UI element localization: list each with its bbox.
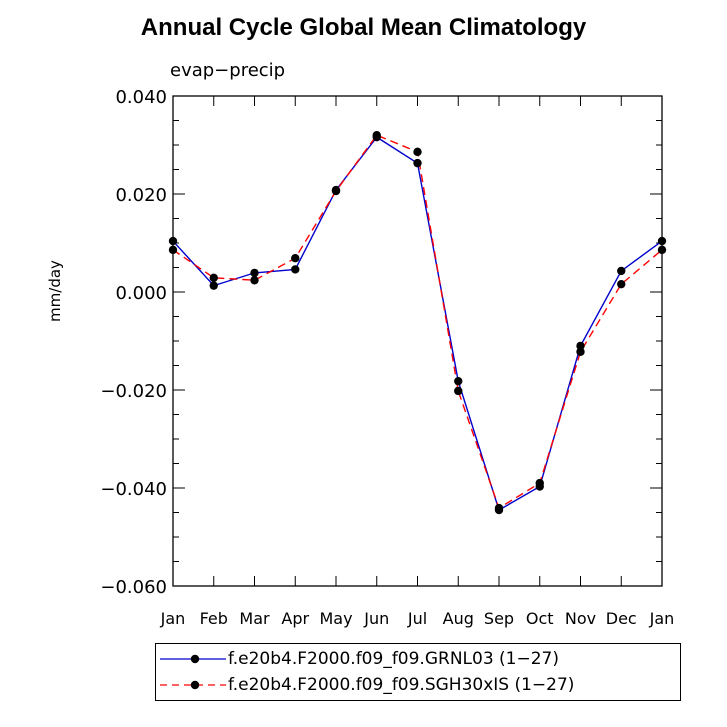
- x-tick-label: Sep: [484, 609, 514, 628]
- x-tick-label: Apr: [281, 609, 309, 628]
- y-tick-label: 0.020: [115, 185, 167, 206]
- data-point-s0-12: [657, 236, 667, 246]
- y-tick-label: −0.020: [100, 381, 167, 402]
- y-tick-label: 0.000: [115, 283, 167, 304]
- series-line-1: [172, 134, 663, 510]
- x-tick-label: Dec: [606, 609, 637, 628]
- plot-frame: [172, 95, 663, 587]
- x-tick-label: Nov: [565, 609, 596, 628]
- x-tick-label: Jun: [363, 609, 389, 628]
- data-point-s0-1: [209, 281, 218, 290]
- legend-swatch-sgh30xis: [160, 680, 226, 690]
- data-point-s1-11: [617, 279, 626, 289]
- legend-label-sgh30xis: f.e20b4.F2000.f09_f09.SGH30xIS (1−27): [228, 675, 575, 695]
- data-point-s1-2: [250, 276, 259, 285]
- y-tick-label: −0.040: [100, 479, 167, 500]
- legend-swatch-grnl03: [160, 654, 226, 664]
- x-tick-label: Jul: [407, 609, 427, 628]
- data-point-s1-7: [454, 386, 463, 396]
- data-point-s0-7: [454, 376, 463, 386]
- x-tick-label: Jan: [160, 609, 186, 628]
- data-point-s1-6: [413, 147, 422, 157]
- x-tick-label: Feb: [200, 609, 228, 628]
- legend-item-sgh30xis: f.e20b4.F2000.f09_f09.SGH30xIS (1−27): [156, 673, 680, 697]
- data-point-s0-10: [576, 341, 585, 351]
- x-tick-label: Aug: [443, 609, 474, 628]
- data-point-s1-0: [168, 245, 178, 255]
- x-tick-label: Jan: [649, 609, 675, 628]
- chart-title: Annual Cycle Global Mean Climatology: [140, 14, 587, 41]
- y-tick-label: 0.040: [115, 87, 167, 108]
- series-line-0: [172, 136, 663, 512]
- x-tick-label: May: [319, 609, 352, 628]
- data-point-s1-12: [657, 245, 667, 255]
- legend: f.e20b4.F2000.f09_f09.GRNL03 (1−27) f.e2…: [155, 643, 681, 701]
- chart-subtitle: evap−precip: [170, 60, 286, 81]
- x-tick-label: Oct: [526, 609, 554, 628]
- data-point-s1-1: [209, 273, 218, 282]
- data-point-s1-5: [372, 131, 381, 140]
- data-point-s0-3: [291, 265, 300, 274]
- x-tick-label: Mar: [239, 609, 270, 628]
- data-point-s1-8: [494, 503, 504, 513]
- y-tick-label: −0.060: [100, 577, 167, 598]
- y-axis-label: mm/day: [46, 260, 64, 322]
- data-point-s0-11: [617, 266, 626, 276]
- data-point-s0-0: [168, 236, 178, 246]
- data-point-s1-10: [576, 347, 585, 356]
- legend-item-grnl03: f.e20b4.F2000.f09_f09.GRNL03 (1−27): [156, 647, 680, 671]
- data-point-s1-9: [535, 478, 544, 488]
- data-point-s0-2: [250, 268, 259, 278]
- data-point-s0-6: [413, 158, 422, 168]
- line-chart: 0.040 0.020 0.000 −0.020 −0.040 −0.060 Jan Feb M…: [46, 87, 675, 628]
- data-point-s1-3: [291, 253, 300, 263]
- data-point-s1-4: [331, 186, 341, 196]
- legend-label-grnl03: f.e20b4.F2000.f09_f09.GRNL03 (1−27): [228, 649, 560, 669]
